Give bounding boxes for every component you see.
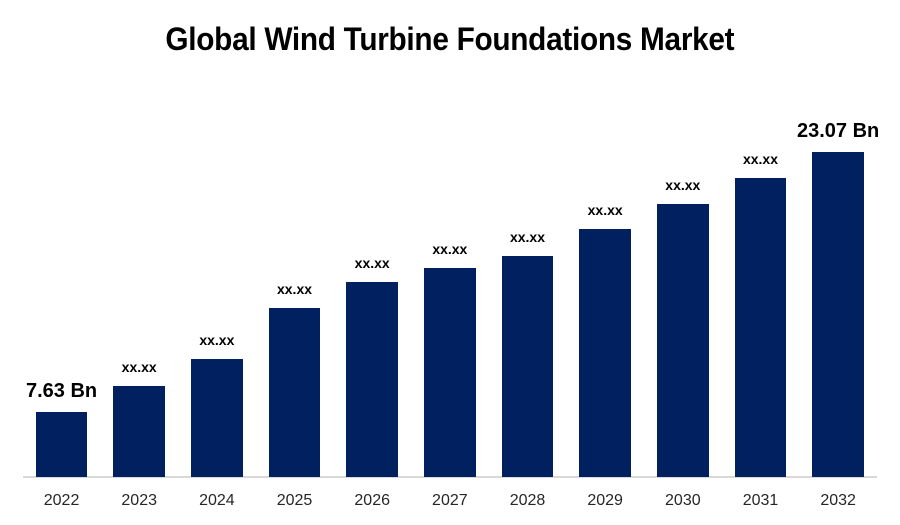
x-axis-tick-label-2027: 2027 <box>432 492 468 509</box>
x-axis-tick-label-2024: 2024 <box>199 492 235 509</box>
bar-value-label-2029: xx.xx <box>587 202 623 218</box>
x-axis-tick-label-2023: 2023 <box>121 492 157 509</box>
x-axis-tick-label-2025: 2025 <box>276 492 313 509</box>
bar-2032 <box>812 152 864 477</box>
bar-value-label-2028: xx.xx <box>509 229 546 245</box>
bar-2025 <box>268 308 321 477</box>
chart-title-text: Global Wind Turbine Foundations Market <box>165 21 735 57</box>
x-axis-tick-label-2032: 2032 <box>820 492 856 509</box>
bar-2031 <box>734 178 787 477</box>
bar-2023 <box>113 386 166 477</box>
x-axis-tick-label-2029: 2029 <box>587 492 623 509</box>
bar-value-label-2031: xx.xx <box>742 151 778 167</box>
x-axis-line <box>23 476 877 478</box>
bar-value-label-2026: xx.xx <box>354 255 390 271</box>
x-axis-tick-label-2028: 2028 <box>509 492 546 509</box>
bar-2027 <box>424 268 476 477</box>
bar-value-label-2030: xx.xx <box>665 177 701 193</box>
bar-2028 <box>501 256 554 477</box>
x-axis-tick-label-2031: 2031 <box>742 492 779 509</box>
bar-2029 <box>579 229 631 477</box>
bar-2026 <box>346 282 399 477</box>
chart-title: Global Wind Turbine Foundations Market <box>0 20 900 58</box>
bar-2030 <box>656 204 709 477</box>
bar-value-label-2032: 23.07 Bn <box>797 120 880 142</box>
bar-value-label-2027: xx.xx <box>432 241 468 257</box>
bar-2022 <box>35 412 88 477</box>
bar-value-label-2022: 7.63 Bn <box>25 380 98 402</box>
bar-value-label-2023: xx.xx <box>121 359 157 375</box>
bar-2024 <box>191 359 243 477</box>
x-axis-tick-label-2022: 2022 <box>43 492 80 509</box>
bar-value-label-2024: xx.xx <box>199 332 235 348</box>
bar-value-label-2025: xx.xx <box>276 281 313 297</box>
x-axis-tick-label-2026: 2026 <box>354 492 390 509</box>
x-axis-tick-label-2030: 2030 <box>665 492 701 509</box>
